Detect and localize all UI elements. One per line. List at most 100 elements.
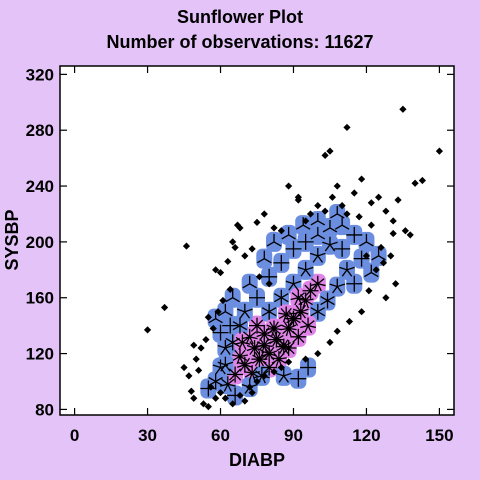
sunflower-petal — [228, 374, 236, 381]
sunflower-petal — [244, 364, 253, 368]
x-tick-label: 60 — [211, 426, 230, 445]
sunflower — [257, 250, 272, 264]
sunflower-petal — [244, 311, 251, 319]
data-point — [216, 389, 225, 397]
sunflower-petal — [288, 311, 295, 320]
sunflower — [320, 292, 335, 309]
sunflower — [371, 247, 386, 261]
sunflower-petal — [232, 321, 241, 327]
sunflower-petal — [258, 358, 264, 367]
sunflower-petal — [371, 255, 379, 261]
sunflower-petal — [279, 339, 285, 347]
sunflower-petal — [317, 283, 322, 292]
sunflower-petal — [261, 352, 270, 357]
sunflower-petal — [234, 368, 242, 375]
data-point — [365, 287, 373, 295]
data-point — [180, 363, 188, 372]
data-point — [355, 213, 363, 221]
sunflower-petal — [329, 283, 338, 288]
sunflower-petal — [215, 380, 223, 387]
data-point — [241, 252, 249, 260]
sunflower-petal — [273, 321, 279, 329]
sunflower-petal — [304, 290, 311, 297]
sunflower-petal — [310, 284, 317, 292]
sunflower-petal — [274, 297, 282, 303]
sunflower-petal — [224, 364, 231, 372]
sunflower-petal — [256, 333, 265, 338]
sunflower-petal — [305, 269, 311, 277]
sunflower-petal — [341, 269, 348, 277]
sunflower-petal — [223, 384, 229, 392]
sunflower-petal — [329, 244, 336, 252]
sunflower-petal — [254, 347, 260, 355]
sunflower-petal — [285, 314, 290, 323]
sunflower-petal — [244, 371, 253, 374]
data-point — [314, 349, 322, 358]
sunflower-petal — [224, 347, 231, 355]
data-point — [326, 338, 334, 347]
sunflower-petal — [320, 299, 328, 306]
sunflower-petal — [238, 342, 243, 350]
data-point — [377, 243, 385, 252]
sunflower — [266, 233, 282, 247]
data-point — [338, 202, 346, 210]
sunflower-petal — [288, 324, 297, 330]
sunflower-petal — [276, 342, 285, 348]
sunflower-petal — [225, 361, 234, 366]
data-point — [207, 383, 215, 391]
data-point — [270, 368, 278, 376]
sunflower-petal — [227, 383, 236, 387]
data-point — [195, 366, 203, 374]
sunflower — [285, 275, 302, 291]
sunflower-petal — [285, 328, 290, 337]
sunflower-petal — [366, 241, 374, 247]
sunflower — [256, 326, 273, 343]
sunflower-petal — [263, 258, 272, 264]
sunflower — [334, 240, 351, 257]
sunflower-petal — [330, 213, 338, 219]
sunflower-petal — [263, 353, 270, 361]
sunflower-petal — [243, 331, 251, 338]
sunflower-petal — [280, 297, 289, 303]
sunflower — [297, 261, 314, 277]
sunflower-petal — [280, 293, 289, 299]
data-point — [345, 317, 354, 326]
sunflower — [212, 324, 229, 341]
sunflower-petal — [254, 358, 260, 367]
sunflower-petal — [263, 361, 270, 368]
sunflower-petal — [274, 293, 282, 299]
sunflower-petal — [273, 352, 280, 360]
sunflower-petal — [239, 349, 246, 357]
sunflower-petal — [231, 354, 241, 358]
sunflower-petal — [208, 318, 216, 324]
data-point — [226, 285, 234, 293]
sunflower-petal — [290, 297, 299, 301]
sunflower — [275, 367, 292, 383]
sunflower-petal — [292, 283, 299, 291]
data-point — [229, 238, 237, 246]
sunflower-petal — [310, 234, 319, 240]
data-point — [160, 303, 169, 312]
sunflower-petal — [304, 325, 309, 334]
sunflower-petal — [283, 372, 292, 377]
sunflower-petal — [227, 384, 232, 392]
sunflower-petal — [288, 321, 294, 329]
data-point — [399, 105, 407, 113]
sunflower-petal — [300, 311, 309, 315]
data-point — [253, 377, 261, 386]
data-point — [411, 179, 419, 187]
data-point — [401, 227, 409, 235]
data-point — [248, 389, 256, 397]
sunflower-petal — [300, 311, 307, 319]
data-point — [302, 217, 310, 225]
data-point — [233, 221, 242, 229]
sunflower-petal — [246, 344, 255, 349]
sunflower-petal — [249, 347, 256, 355]
sunflower-petal — [337, 283, 346, 288]
sunflower-petal — [346, 266, 355, 271]
sunflower-petal — [307, 320, 315, 327]
sunflower — [242, 275, 257, 289]
sunflower-petal — [234, 341, 243, 345]
x-tick-label: 90 — [284, 426, 303, 445]
